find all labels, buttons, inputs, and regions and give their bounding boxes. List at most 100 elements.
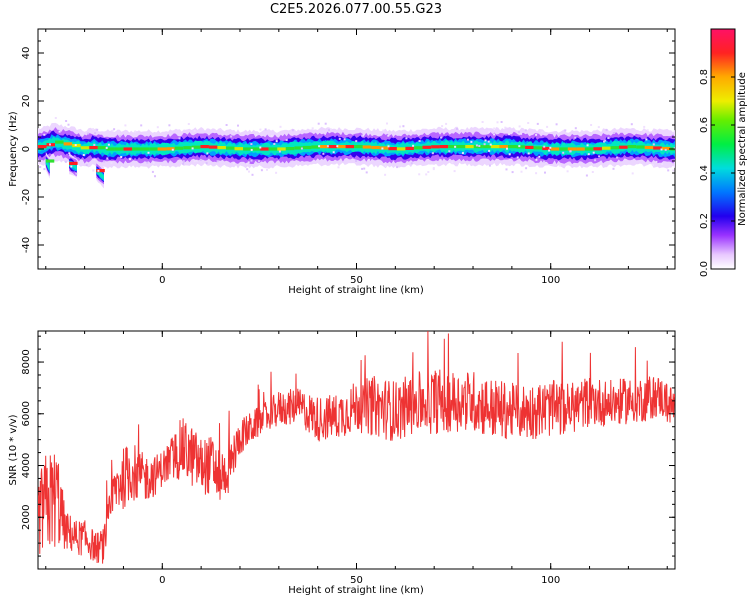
spectrogram-main-trace-core [593, 147, 602, 151]
spectrogram-noise-speckle [93, 143, 96, 146]
spectrogram-noise-speckle [461, 152, 464, 155]
spectrogram-noise-speckle [594, 159, 597, 162]
spectrogram-noise-speckle [270, 134, 273, 137]
spectrogram-noise-speckle [134, 130, 137, 133]
spectrogram-noise-speckle [527, 122, 530, 124]
spectrogram-noise-speckle [266, 168, 268, 171]
spectrogram-noise-speckle [664, 148, 667, 151]
spectrogram-noise-speckle [119, 135, 122, 138]
spectrogram-noise-speckle [536, 122, 539, 125]
spectrogram-noise-speckle [630, 123, 633, 126]
spectrogram-noise-speckle [92, 128, 95, 131]
spectrogram-noise-speckle [328, 129, 330, 132]
spectrogram-noise-speckle [412, 144, 415, 147]
spectrogram-noise-speckle [667, 169, 670, 172]
spectrogram-y-label: Frequency (Hz) [8, 111, 19, 187]
spectrogram-main-trace-core [149, 147, 158, 151]
spectrogram-main-trace-core [38, 145, 47, 149]
spectrogram-main-trace-core [559, 147, 568, 151]
spectrogram-image [38, 117, 675, 189]
spectrogram-noise-speckle [439, 159, 442, 162]
spectrogram-noise-speckle [660, 148, 663, 151]
spectrogram-main-trace-core [499, 145, 508, 149]
spectrogram-x-axis: 0 50 100 [45, 29, 668, 286]
snr-frame [37, 330, 676, 570]
spectrogram-main-trace-core [123, 147, 132, 151]
spectrogram-main-trace-core [396, 147, 406, 151]
spectrogram-noise-speckle [64, 160, 67, 163]
spectrogram-noise-speckle [39, 166, 42, 168]
spectrogram-noise-speckle [518, 145, 521, 148]
spectrogram-noise-speckle [520, 132, 523, 135]
spectrogram-main-trace-core [379, 146, 389, 150]
spectrogram-main-trace-core [174, 146, 184, 150]
spectrogram-main-trace-core [260, 147, 269, 151]
spectrogram-noise-speckle [230, 135, 233, 138]
spectrogram-noise-speckle [504, 126, 507, 129]
spectrogram-noise-speckle [559, 164, 561, 167]
spectrogram-noise-speckle [535, 133, 538, 136]
spectrogram-noise-speckle [535, 158, 538, 161]
spectrogram-panel: 0 50 100 -40 -20 0 20 40 Height of straight li… [8, 28, 676, 296]
spectrogram-noise-speckle [402, 125, 405, 128]
spectrogram-main-trace-core [354, 145, 363, 149]
spectrogram-noise-speckle [493, 127, 496, 130]
spectrogram-main-trace-core [302, 145, 312, 150]
spectrogram-noise-speckle [275, 171, 278, 174]
spectrogram-noise-speckle [427, 171, 430, 173]
spectrogram-main-trace-core [653, 146, 662, 150]
spectrogram-noise-speckle [246, 162, 249, 165]
spectrogram-noise-speckle [651, 163, 654, 166]
spectrogram-noise-speckle [418, 140, 421, 142]
spectrogram-noise-speckle [182, 162, 185, 165]
spectrogram-noise-speckle [110, 162, 113, 165]
spectrogram-noise-speckle [418, 173, 421, 176]
spectrogram-main-trace-core [431, 145, 440, 149]
spectrogram-noise-speckle [75, 172, 78, 175]
spectrogram-main-trace-core [114, 147, 124, 151]
spectrogram-noise-speckle [585, 174, 588, 177]
spectrogram-noise-speckle [386, 122, 388, 125]
spectrogram-noise-speckle [129, 158, 131, 161]
spectrogram-main-trace-core [388, 147, 397, 151]
snr-y-label: SNR (10 * v/v) [8, 414, 19, 485]
spectrogram-main-trace-core [448, 145, 457, 149]
snr-y-axis: 2000 4000 6000 8000 [21, 335, 675, 570]
spectrogram-main-trace-core [234, 147, 243, 151]
spectrogram-main-trace-core [268, 147, 278, 151]
spectrogram-main-trace-core [490, 145, 500, 149]
spectrogram-main-trace-core [465, 145, 474, 149]
spectrogram-main-trace-core [550, 147, 560, 151]
spectrogram-noise-speckle [574, 127, 577, 130]
spectrogram-main-trace-core [482, 145, 491, 149]
spectrogram-main-trace-core [542, 146, 551, 151]
spectrogram-main-trace-core [63, 142, 73, 146]
spectrogram-noise-speckle [58, 130, 61, 133]
spectrogram-noise-speckle [508, 133, 511, 136]
spectrogram-noise-speckle [355, 160, 358, 162]
spectrogram-main-trace-core [661, 146, 671, 151]
spectrogram-noise-speckle [590, 124, 593, 126]
spectrogram-noise-speckle [259, 128, 262, 131]
colorbar-ticks: 0.0 0.2 0.4 0.6 0.8 [699, 69, 735, 277]
spectrogram-noise-speckle [646, 129, 649, 132]
spectrogram-noise-speckle [363, 167, 366, 170]
spectrogram-noise-speckle [382, 129, 385, 132]
spectrogram-noise-speckle [361, 134, 364, 137]
spectrogram-side-trace-2-core [96, 169, 105, 173]
spectrogram-noise-speckle [291, 129, 294, 132]
spectrogram-noise-speckle [206, 152, 209, 155]
spectrogram-noise-speckle [246, 168, 249, 171]
spectrogram-main-trace-core [55, 140, 64, 144]
spectrogram-noise-speckle [613, 132, 616, 134]
spectrogram-noise-speckle [544, 171, 546, 174]
spectrogram-noise-speckle [604, 139, 607, 142]
spectrogram-noise-speckle [505, 168, 508, 171]
spectrogram-noise-speckle [381, 147, 384, 150]
spectrogram-noise-speckle [152, 161, 155, 164]
spectrogram-noise-speckle [555, 123, 558, 126]
spectrogram-side-trace-1-core [69, 161, 78, 165]
spectrogram-noise-speckle [103, 160, 106, 163]
spectrogram-y-tick-label: 20 [21, 95, 32, 108]
spectrogram-main-trace-core [627, 145, 637, 149]
